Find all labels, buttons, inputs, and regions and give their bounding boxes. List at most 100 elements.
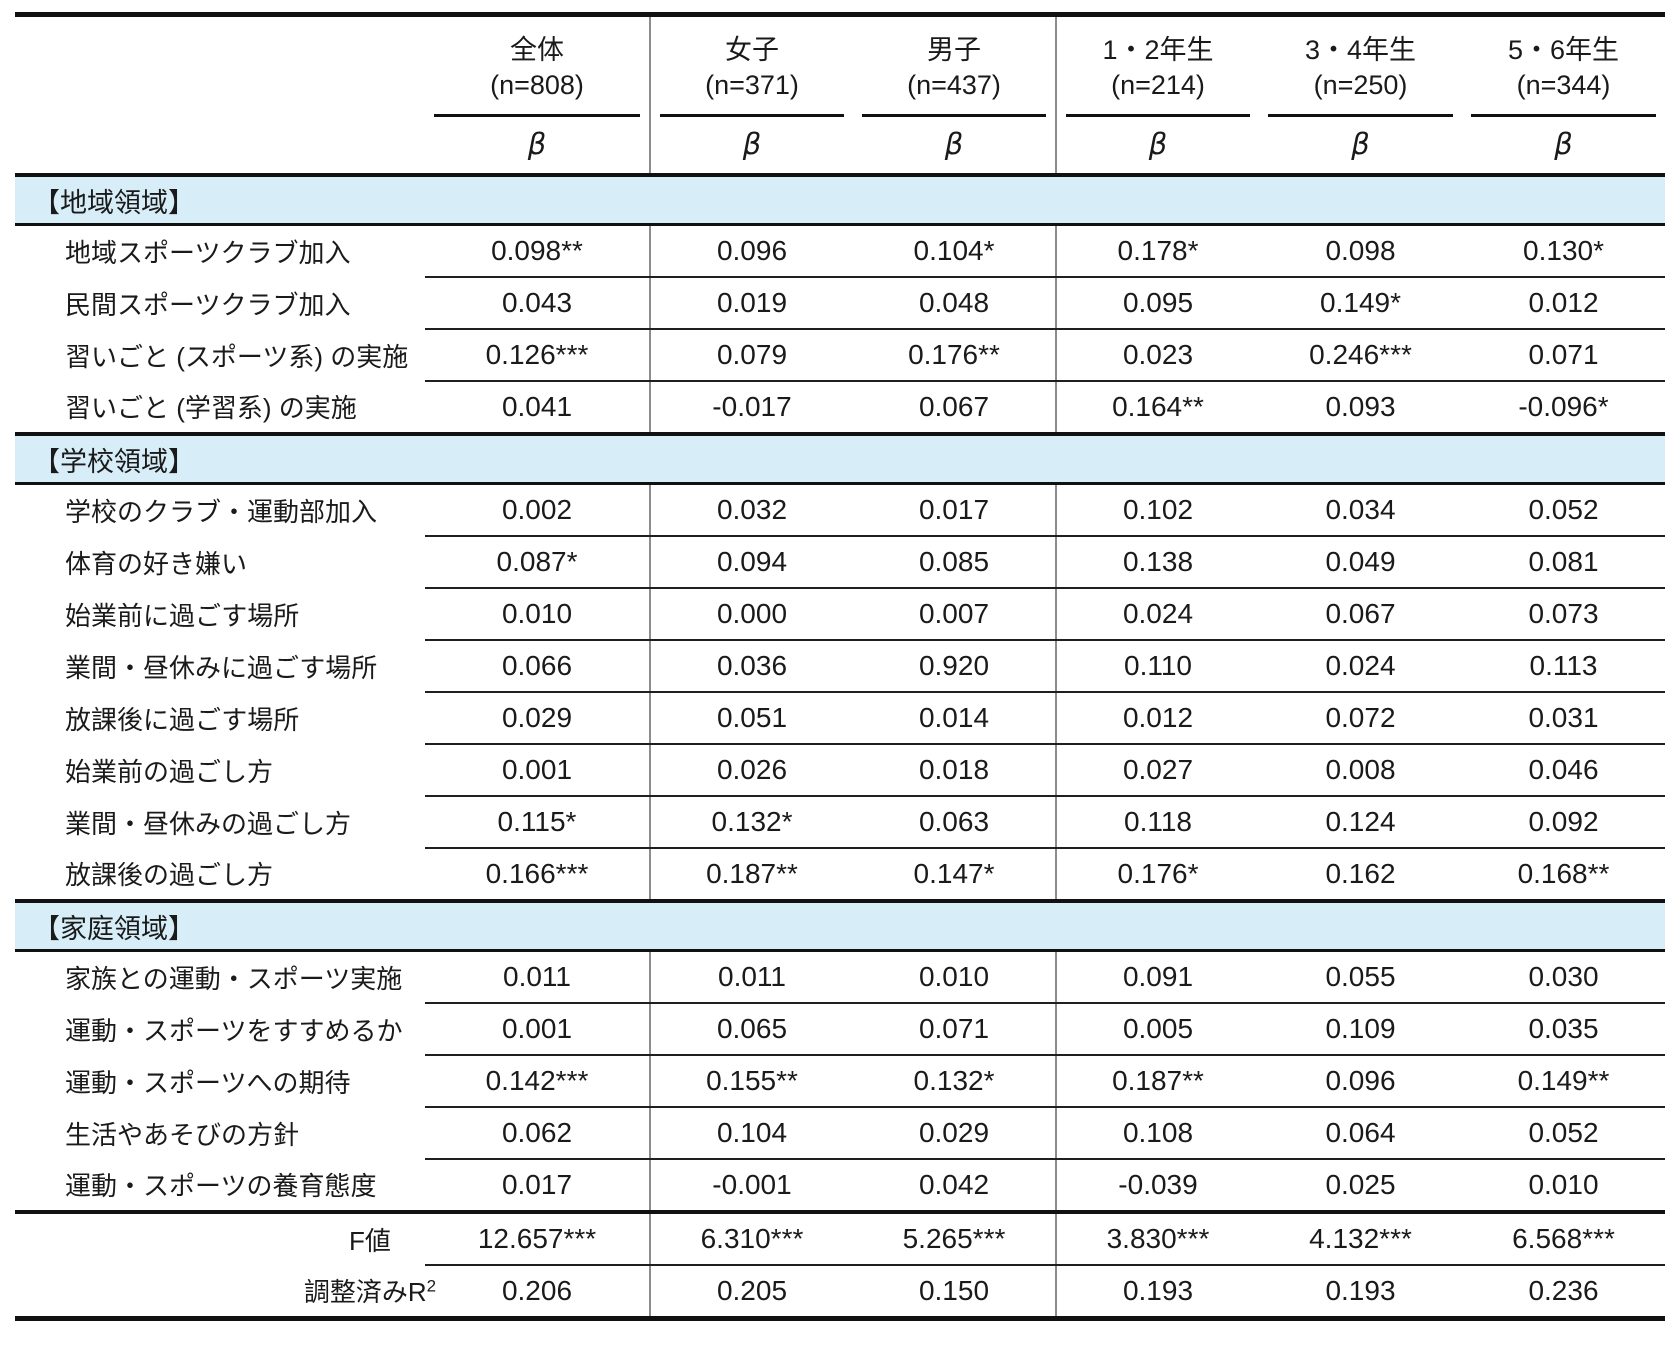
beta-value: 0.011 — [650, 950, 853, 1005]
adjusted-r2-value: 0.206 — [425, 1265, 651, 1319]
beta-value: 0.014 — [853, 692, 1057, 746]
table-row: 家族との運動・スポーツ実施 0.011 0.011 0.010 0.091 0.055 0.… — [15, 950, 1665, 1005]
adjusted-r2-value: 0.205 — [716, 1275, 788, 1307]
beta-value: 0.029 — [853, 1107, 1057, 1161]
beta-value: -0.039 — [1056, 1159, 1259, 1214]
row-label: 運動・スポーツへの期待 — [65, 1067, 351, 1098]
beta-value: 0.149* — [1259, 277, 1462, 331]
table-row: 業間・昼休みの過ごし方 0.115* 0.132* 0.063 0.118 0.124 0.… — [15, 796, 1665, 850]
table-row: 始業前に過ごす場所 0.010 0.000 0.007 0.024 0.067 0.073 — [15, 588, 1665, 642]
beta-value: 0.176* — [1056, 848, 1259, 903]
column-header-box: 1・2年生 (n=214) β — [1057, 17, 1259, 173]
beta-value: 0.187** — [1056, 1055, 1259, 1109]
beta-value: 0.001 — [425, 1003, 651, 1057]
beta-symbol: β — [527, 127, 547, 162]
table-row: 地域スポーツクラブ加入 0.098** 0.096 0.104* 0.178* 0.098… — [15, 224, 1665, 279]
beta-value: 0.030 — [1462, 950, 1665, 1005]
beta-value: 0.246*** — [1259, 329, 1462, 383]
row-label: 運動・スポーツの養育態度 — [65, 1171, 377, 1202]
table-row: 習いごと (学習系) の実施 0.041 -0.017 0.067 0.164** 0.0… — [15, 381, 1665, 436]
table-row: 習いごと (スポーツ系) の実施 0.126*** 0.079 0.176** 0.02… — [15, 329, 1665, 383]
column-header-box: 3・4年生 (n=250) β — [1259, 17, 1462, 173]
beta-value: -0.096* — [1462, 381, 1665, 436]
beta-value: 0.065 — [650, 1003, 853, 1057]
beta-value: 0.005 — [1056, 1003, 1259, 1057]
table-row: 業間・昼休みに過ごす場所 0.066 0.036 0.920 0.110 0.024 0.1… — [15, 640, 1665, 694]
row-label: 運動・スポーツをすすめるか — [65, 1015, 403, 1046]
adjusted-r2-value: 0.193 — [1325, 1275, 1396, 1307]
beta-value: 0.072 — [1259, 692, 1462, 746]
beta-value: 0.087* — [425, 536, 651, 590]
column-group-label: 5・6年生 — [1507, 35, 1620, 65]
beta-value: 0.142*** — [425, 1055, 651, 1109]
table-row: 始業前の過ごし方 0.001 0.026 0.018 0.027 0.008 0.046 — [15, 744, 1665, 798]
section-header: 【家庭領域】 — [15, 899, 1665, 953]
column-header: 全体 (n=808) β — [425, 14, 651, 178]
beta-value: 0.164** — [1056, 381, 1259, 436]
table-row: 生活やあそびの方針 0.062 0.104 0.029 0.108 0.064 0.052 — [15, 1107, 1665, 1161]
beta-value: 0.017 — [425, 1159, 651, 1214]
row-label: 生活やあそびの方針 — [65, 1119, 300, 1150]
beta-value: 0.126*** — [425, 329, 651, 383]
column-group-label: 1・2年生 — [1102, 35, 1214, 65]
column-header: 5・6年生 (n=344) β — [1462, 14, 1665, 178]
beta-value: 0.162 — [1259, 848, 1462, 903]
sample-size-label: (n=371) — [705, 70, 799, 101]
table-row: 体育の好き嫌い 0.087* 0.094 0.085 0.138 0.049 0.081 — [15, 536, 1665, 590]
beta-value: 0.092 — [1462, 796, 1665, 850]
beta-value: 0.043 — [425, 277, 651, 331]
beta-symbol: β — [944, 127, 964, 162]
row-label: 業間・昼休みに過ごす場所 — [65, 652, 378, 683]
beta-value: 0.011 — [425, 950, 651, 1005]
f-value: 12.657*** — [425, 1210, 651, 1267]
beta-value: 0.091 — [1056, 950, 1259, 1005]
f-value: 4.132*** — [1259, 1210, 1462, 1267]
row-label: 学校のクラブ・運動部加入 — [65, 497, 378, 528]
f-value: 3.830*** — [1056, 1210, 1259, 1267]
beta-value: 0.130* — [1462, 224, 1665, 279]
row-label: 放課後に過ごす場所 — [65, 704, 300, 735]
header-underline — [1268, 114, 1453, 118]
beta-value: 0.027 — [1056, 744, 1259, 798]
beta-value: 0.096 — [650, 224, 853, 279]
beta-value: 0.093 — [1259, 381, 1462, 436]
sample-size-label: (n=214) — [1111, 70, 1205, 101]
column-group-label: 3・4年生 — [1304, 35, 1417, 65]
beta-value: 0.062 — [425, 1107, 651, 1161]
column-header-box: 全体 (n=808) β — [425, 17, 649, 173]
column-header-box: 男子 (n=437) β — [853, 17, 1055, 173]
adjusted-r2-value: 0.236 — [1528, 1275, 1599, 1307]
footer-label-superscript: 2 — [426, 1276, 437, 1296]
beta-value: 0.032 — [650, 483, 853, 538]
column-header-box: 5・6年生 (n=344) β — [1462, 17, 1665, 173]
beta-value: 0.113 — [1462, 640, 1665, 694]
row-label: 地域スポーツクラブ加入 — [65, 238, 351, 269]
beta-value: 0.071 — [1462, 329, 1665, 383]
beta-value: 0.002 — [425, 483, 651, 538]
beta-value: 0.067 — [853, 381, 1057, 436]
beta-value: 0.110 — [1056, 640, 1259, 694]
beta-value: 0.104* — [853, 224, 1057, 279]
beta-value: 0.035 — [1462, 1003, 1665, 1057]
footer-label: F値 — [349, 1226, 391, 1256]
adjusted-r2-value: 0.150 — [853, 1265, 1057, 1319]
beta-value: 0.000 — [650, 588, 853, 642]
table-header: 全体 (n=808) β 女子 (n=371) β 男子 (n=437) β 1・2年生 (n=21… — [15, 14, 1665, 178]
beta-value: 0.098 — [1259, 224, 1462, 279]
beta-value: 0.176** — [853, 329, 1057, 383]
table-row: 運動・スポーツへの期待 0.142*** 0.155** 0.132* 0.187** 0… — [15, 1055, 1665, 1109]
footer-label-text: F値 — [349, 1226, 391, 1257]
beta-symbol: β — [1148, 127, 1168, 162]
header-row: 全体 (n=808) β 女子 (n=371) β 男子 (n=437) β 1・2年生 (n=21… — [15, 14, 1665, 178]
beta-value: 0.073 — [1462, 588, 1665, 642]
beta-value: 0.118 — [1056, 796, 1259, 850]
header-underline — [660, 114, 844, 118]
sample-size-label: (n=344) — [1516, 70, 1611, 101]
f-value: 5.265*** — [853, 1210, 1057, 1267]
table-row: 学校のクラブ・運動部加入 0.002 0.032 0.017 0.102 0.034 0.0… — [15, 483, 1665, 538]
beta-symbol: β — [742, 127, 762, 162]
beta-value: 0.096 — [1259, 1055, 1462, 1109]
beta-value: 0.024 — [1259, 640, 1462, 694]
beta-symbol: β — [1351, 127, 1370, 162]
row-label: 習いごと (学習系) の実施 — [65, 393, 357, 424]
